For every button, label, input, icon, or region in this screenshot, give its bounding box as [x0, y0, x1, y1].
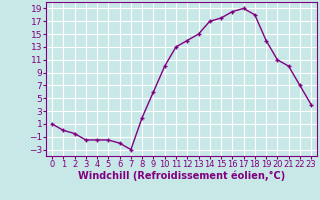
X-axis label: Windchill (Refroidissement éolien,°C): Windchill (Refroidissement éolien,°C) — [78, 171, 285, 181]
